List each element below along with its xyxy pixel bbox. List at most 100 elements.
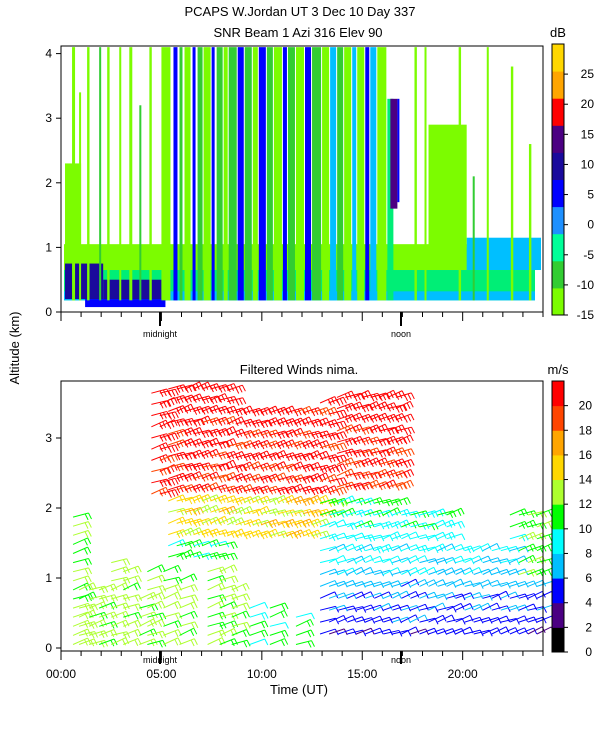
wind-barb-flag — [352, 615, 357, 622]
wind-barb — [231, 629, 251, 638]
wind-barb-flag — [353, 473, 358, 480]
wind-barb-flag — [343, 532, 348, 540]
wind-barb-flag — [394, 499, 399, 507]
wind-barb — [219, 628, 238, 637]
wind-barb-shaft — [491, 581, 508, 587]
wind-barb-flag — [260, 421, 265, 429]
winds-colorbar-tick-label: 6 — [585, 571, 592, 585]
wind-barb — [201, 471, 220, 482]
wind-barb-flag — [174, 444, 179, 452]
wind-barb — [184, 449, 204, 459]
wind-barb-shaft — [210, 393, 226, 401]
wind-barb-flag — [389, 534, 394, 542]
snr-strip — [287, 47, 295, 301]
wind-barb — [419, 546, 439, 554]
wind-barb — [365, 569, 385, 577]
wind-barb-flag — [343, 477, 348, 484]
wind-barb-flag — [289, 453, 294, 461]
wind-barb-flag — [266, 495, 271, 503]
wind-barb-flag — [255, 420, 260, 427]
wind-barb — [176, 472, 196, 482]
wind-barb-flag — [195, 472, 200, 480]
wind-barb-shaft — [353, 413, 370, 421]
wind-barb — [249, 629, 269, 638]
wind-barb-flag — [398, 391, 403, 399]
wind-barb-flag — [233, 564, 238, 572]
wind-barb-shaft — [159, 388, 176, 394]
wind-barb-flag — [205, 441, 209, 448]
wind-barb-flag — [539, 546, 544, 553]
wind-barb-flag — [190, 585, 195, 592]
wind-barb-flag — [196, 407, 201, 414]
wind-barb — [328, 532, 348, 540]
wind-barb-shaft — [147, 600, 162, 609]
wind-barb-shaft — [218, 495, 235, 502]
wind-barb — [227, 397, 247, 406]
wind-barb-shaft — [370, 481, 386, 488]
wind-barb-flag — [406, 481, 411, 488]
wind-barb-flag — [327, 410, 332, 417]
wind-barb-flag — [125, 619, 130, 627]
wind-barb-flag — [461, 593, 466, 601]
wind-barb-flag — [100, 631, 105, 638]
wind-barb-flag — [449, 511, 454, 518]
wind-barb-flag — [385, 499, 390, 507]
wind-barb-shaft — [337, 615, 353, 623]
wind-barb-flag — [319, 442, 324, 450]
wind-barb-flag — [179, 430, 184, 437]
wind-barb-flag — [335, 606, 340, 613]
wind-barb-flag — [533, 569, 538, 576]
wind-barb — [527, 616, 547, 624]
wind-barb-flag — [297, 408, 302, 416]
wind-barb-shaft — [139, 628, 155, 636]
wind-barb-flag — [334, 521, 339, 528]
wind-barb-shaft — [163, 612, 179, 618]
wind-barb-flag — [221, 452, 226, 459]
wind-barb-flag — [284, 602, 289, 610]
wind-barb-flag — [406, 402, 411, 410]
wind-barb-shaft — [286, 483, 301, 492]
wind-barb-flag — [221, 385, 226, 392]
wind-barb-flag — [515, 546, 520, 553]
wind-barb-flag — [496, 567, 501, 574]
wind-barb-shaft — [295, 612, 312, 618]
wind-barb-flag — [353, 394, 358, 402]
wind-barb — [244, 419, 264, 428]
wind-barb-flag — [314, 510, 319, 517]
wind-barb-flag — [179, 540, 184, 548]
wind-barb-flag — [84, 531, 89, 538]
wind-barb-flag — [335, 558, 340, 566]
wind-barb — [78, 603, 98, 612]
wind-barb-shaft — [151, 410, 167, 417]
wind-barb — [464, 566, 483, 575]
wind-barb-shaft — [184, 462, 201, 468]
wind-barb-shaft — [72, 521, 89, 527]
wind-barb-flag — [259, 486, 263, 493]
wind-barb-shaft — [243, 440, 260, 447]
wind-barb-shaft — [249, 620, 266, 627]
wind-barb — [419, 558, 439, 565]
wind-barb-flag — [187, 405, 192, 412]
wind-barb-flag — [179, 385, 184, 392]
wind-barb-shaft — [227, 473, 243, 481]
wind-barb — [294, 430, 314, 439]
wind-barb-flag — [191, 622, 195, 630]
wind-barb-flag — [194, 594, 199, 602]
wind-barb-flag — [403, 498, 408, 506]
wind-barb-flag — [134, 621, 139, 628]
wind-barb-flag — [385, 511, 390, 518]
wind-barb-flag — [281, 510, 286, 517]
wind-barb-flag — [196, 508, 201, 515]
wind-barb-flag — [289, 464, 294, 472]
wind-barb — [219, 575, 239, 584]
wind-barb-flag — [245, 610, 250, 618]
wind-barb — [72, 637, 92, 646]
wind-barb — [159, 477, 179, 487]
wind-barb-flag — [84, 548, 88, 555]
wind-barb-shaft — [491, 590, 507, 599]
wind-barb-shaft — [269, 417, 285, 425]
wind-barb-flag — [373, 394, 378, 401]
wind-barb-shaft — [159, 411, 176, 417]
wind-barb-shaft — [395, 413, 412, 421]
wind-barb-shaft — [328, 442, 344, 449]
